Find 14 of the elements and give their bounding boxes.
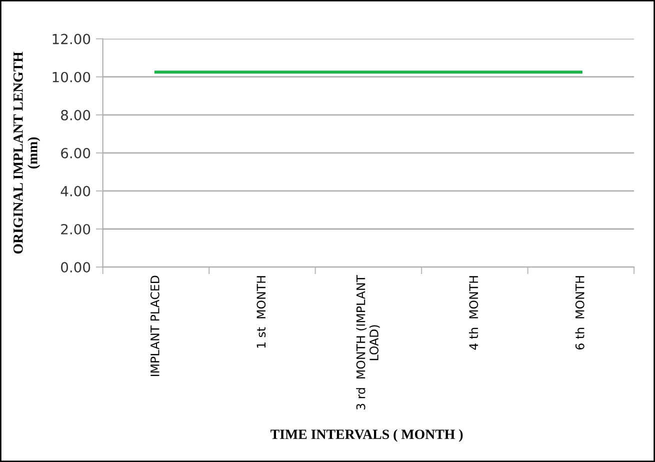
y-tick-label: 0.00 (61, 262, 90, 273)
y-tick-label: 12.00 (52, 34, 90, 44)
x-axis-title: TIME INTERVALS ( MONTH ) (270, 429, 463, 442)
y-tick-label: 10.00 (52, 72, 90, 82)
y-tick-label: 4.00 (60, 186, 90, 196)
y-tick-label: 2.00 (61, 224, 90, 234)
y-tick-label: 8.00 (61, 110, 90, 120)
x-tick-label: 6 th MONTH (575, 276, 584, 350)
y-axis-title: ORIGINAL IMPLANT LENGTH (mm) (13, 52, 40, 254)
x-tick-label: IMPLANT PLACED (150, 276, 160, 376)
y-tick-label: 6.00 (61, 148, 90, 158)
x-tick-label: 3 rd MONTH (IMPLANT LOAD) (356, 274, 380, 410)
x-tick-label: 4 th MONTH (468, 276, 478, 350)
x-tick-label: 1 st MONTH (256, 276, 266, 348)
